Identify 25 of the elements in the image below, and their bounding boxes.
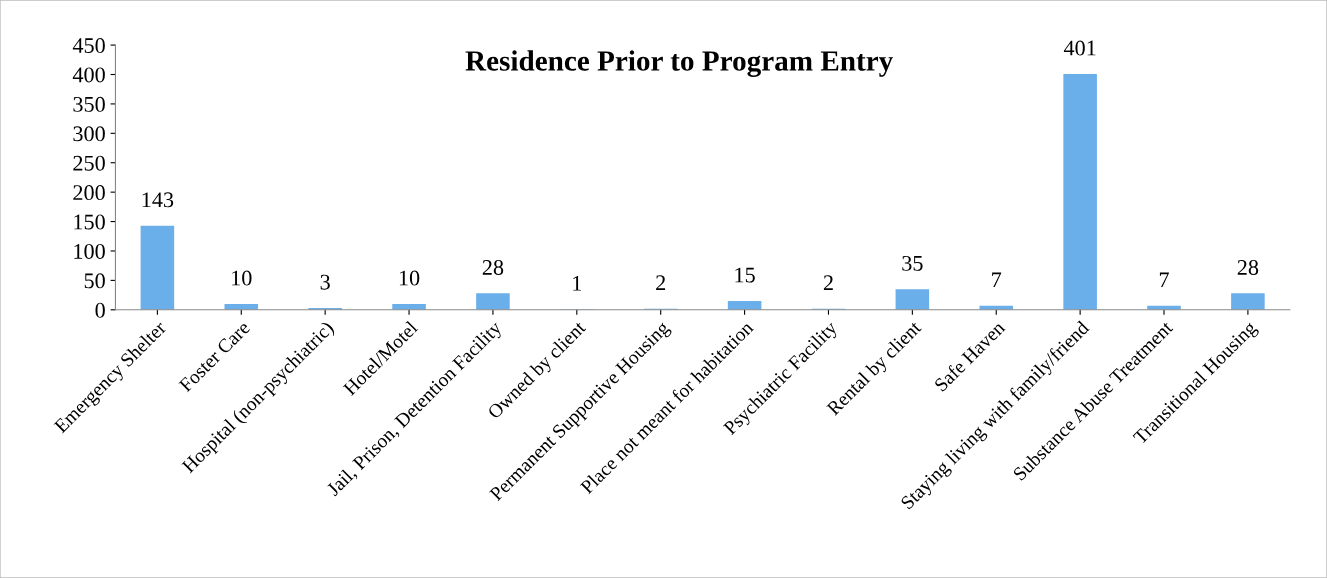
data-label: 10 (232, 270, 252, 286)
data-label: 2 (656, 275, 666, 291)
data-label: 1 (573, 275, 582, 291)
data-label: 143 (142, 192, 174, 208)
y-tick-label: 150 (74, 214, 105, 230)
y-tick-label: 450 (72, 38, 105, 54)
data-label: 2 (823, 275, 833, 291)
y-tick-label: 100 (74, 243, 105, 259)
chart-title: Residence Prior to Program Entry (465, 50, 893, 77)
data-label: 35 (902, 255, 923, 271)
y-tick-label: 300 (73, 126, 105, 142)
y-tick-label: 200 (73, 185, 105, 201)
y-tick-label: 250 (73, 155, 105, 171)
y-tick-label: 350 (73, 96, 105, 112)
data-label: 7 (992, 272, 1002, 288)
data-label: 401 (1063, 40, 1096, 56)
y-tick-label: 50 (84, 273, 105, 289)
data-label: 28 (1237, 259, 1259, 275)
data-label: 15 (735, 267, 755, 283)
data-label: 10 (399, 270, 420, 286)
y-tick-label: 0 (95, 302, 105, 318)
data-label: 7 (1159, 272, 1169, 288)
data-label: 28 (482, 259, 504, 275)
y-tick-label: 400 (72, 67, 105, 83)
data-label: 3 (320, 274, 330, 290)
